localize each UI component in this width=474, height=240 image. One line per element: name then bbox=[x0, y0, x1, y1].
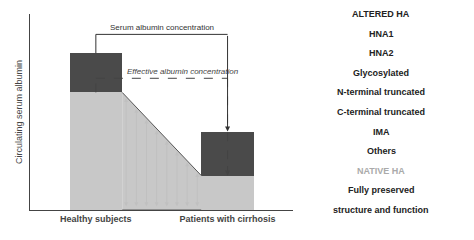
svg-text:IMA: IMA bbox=[373, 127, 390, 137]
svg-text:Serum albumin concentration: Serum albumin concentration bbox=[110, 23, 214, 32]
svg-text:Circulating serum albumin: Circulating serum albumin bbox=[14, 60, 24, 164]
svg-text:C-terminal truncated: C-terminal truncated bbox=[337, 107, 425, 117]
svg-text:NATIVE HA: NATIVE HA bbox=[357, 166, 405, 176]
svg-text:ALTERED HA: ALTERED HA bbox=[352, 9, 410, 19]
svg-text:structure and function: structure and function bbox=[333, 205, 429, 215]
svg-text:HNA2: HNA2 bbox=[369, 48, 394, 58]
svg-text:Healthy subjects: Healthy subjects bbox=[60, 214, 132, 224]
svg-text:Others: Others bbox=[367, 146, 396, 156]
svg-text:HNA1: HNA1 bbox=[369, 29, 394, 39]
svg-text:Patients with cirrhosis: Patients with cirrhosis bbox=[180, 214, 276, 224]
svg-text:N-terminal truncated: N-terminal truncated bbox=[337, 87, 425, 97]
svg-text:Fully preserved: Fully preserved bbox=[348, 185, 415, 195]
svg-text:Glycosylated: Glycosylated bbox=[353, 68, 409, 78]
svg-text:Effective albumin concentratio: Effective albumin concentration bbox=[127, 67, 239, 76]
